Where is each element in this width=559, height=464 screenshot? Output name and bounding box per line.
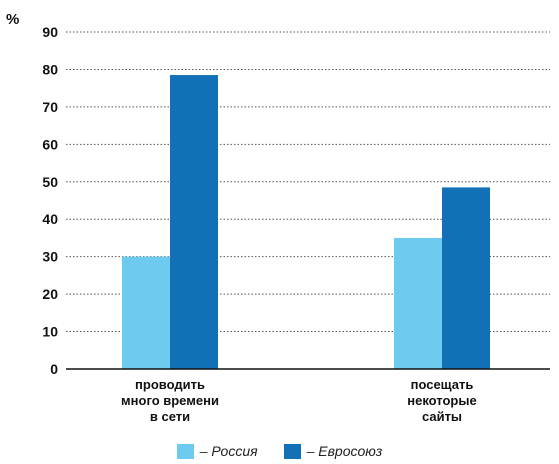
bars [122,75,490,370]
legend: – Россия – Евросоюз [0,440,559,462]
y-tick-label: 60 [42,136,58,152]
category-label-line: в сети [150,409,190,424]
legend-swatch [176,443,194,459]
bar-russia-0 [122,256,170,369]
legend-label: – Россия [199,443,258,459]
y-axis-tick-labels: 0 10 20 30 40 50 60 70 80 90 [42,24,58,377]
y-tick-label: 10 [42,324,58,340]
y-tick-label: 90 [42,24,58,40]
bar-eu-0 [170,75,218,370]
bar-eu-1 [442,187,490,369]
y-axis-unit-label: % [6,11,19,28]
category-label-line: посещать [411,377,474,392]
y-tick-label: 30 [42,249,58,265]
legend-item: – Россия [176,443,258,459]
y-tick-label: 70 [42,99,58,115]
legend-item: – Евросоюз [283,443,383,459]
category-label-line: сайты [422,409,462,424]
y-tick-label: 50 [42,174,58,190]
category-label-line: некоторые [407,393,476,408]
category-label-line: проводить [135,377,205,392]
y-tick-label: 20 [42,286,58,302]
category-label-line: много времени [121,393,219,408]
bar-russia-1 [394,237,442,369]
y-tick-label: 0 [50,361,58,377]
y-tick-label: 40 [42,211,58,227]
y-tick-label: 80 [42,61,58,77]
legend-swatch [283,443,301,459]
legend-label: – Евросоюз [306,443,383,459]
